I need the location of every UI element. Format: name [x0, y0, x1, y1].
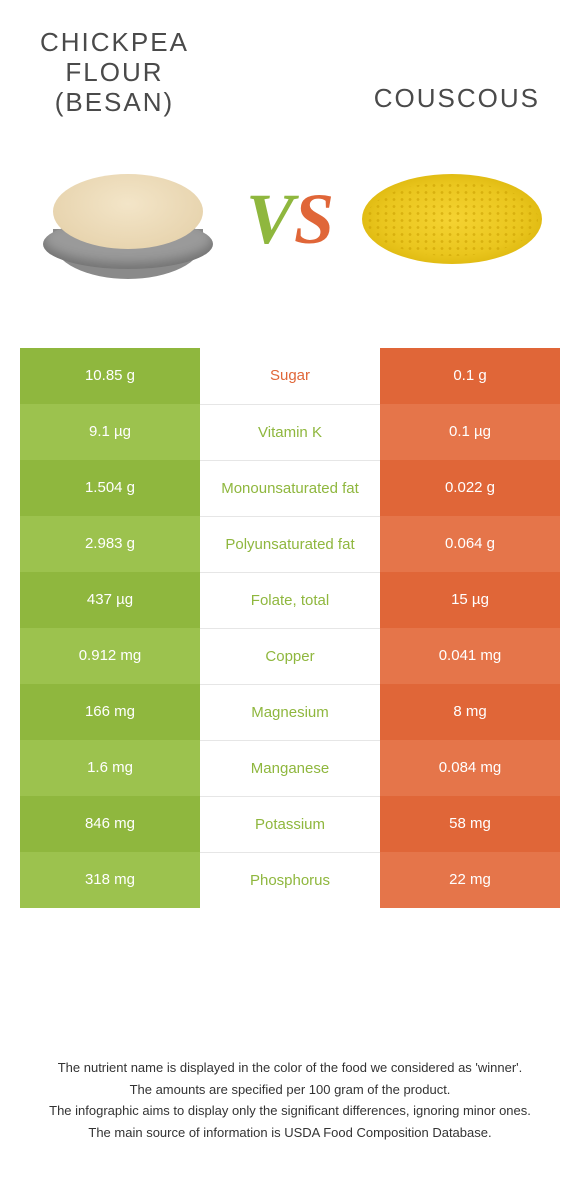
right-value: 22 mg: [380, 852, 560, 908]
nutrient-label: Manganese: [200, 740, 380, 796]
right-value: 0.1 µg: [380, 404, 560, 460]
table-row: 9.1 µgVitamin K0.1 µg: [20, 404, 560, 460]
table-row: 10.85 gSugar0.1 g: [20, 348, 560, 404]
vs-label: VS: [246, 183, 334, 255]
nutrient-table: 10.85 gSugar0.1 g9.1 µgVitamin K0.1 µg1.…: [20, 348, 560, 908]
right-value: 0.022 g: [380, 460, 560, 516]
table-row: 1.6 mgManganese0.084 mg: [20, 740, 560, 796]
table-row: 1.504 gMonounsaturated fat0.022 g: [20, 460, 560, 516]
right-value: 0.084 mg: [380, 740, 560, 796]
left-food-title: CHICKPEA FLOUR (BESAN): [40, 28, 189, 118]
couscous-image: [355, 139, 550, 299]
footer-line: The amounts are specified per 100 gram o…: [32, 1080, 548, 1100]
right-value: 0.041 mg: [380, 628, 560, 684]
nutrient-label: Phosphorus: [200, 852, 380, 908]
nutrient-label: Folate, total: [200, 572, 380, 628]
table-row: 166 mgMagnesium8 mg: [20, 684, 560, 740]
left-value: 846 mg: [20, 796, 200, 852]
chickpea-flour-image: [30, 139, 225, 299]
left-value: 437 µg: [20, 572, 200, 628]
image-row: VS: [0, 118, 580, 308]
nutrient-label: Monounsaturated fat: [200, 460, 380, 516]
right-value: 0.064 g: [380, 516, 560, 572]
table-row: 2.983 gPolyunsaturated fat0.064 g: [20, 516, 560, 572]
nutrient-label: Magnesium: [200, 684, 380, 740]
nutrient-label: Polyunsaturated fat: [200, 516, 380, 572]
right-value: 8 mg: [380, 684, 560, 740]
left-value: 1.504 g: [20, 460, 200, 516]
left-value: 2.983 g: [20, 516, 200, 572]
title-line: FLOUR: [40, 58, 189, 88]
nutrient-label: Vitamin K: [200, 404, 380, 460]
nutrient-label: Potassium: [200, 796, 380, 852]
right-value: 0.1 g: [380, 348, 560, 404]
title-line: CHICKPEA: [40, 28, 189, 58]
footer-notes: The nutrient name is displayed in the co…: [0, 1058, 580, 1144]
table-row: 318 mgPhosphorus22 mg: [20, 852, 560, 908]
left-value: 166 mg: [20, 684, 200, 740]
left-value: 0.912 mg: [20, 628, 200, 684]
nutrient-label: Sugar: [200, 348, 380, 404]
right-value: 15 µg: [380, 572, 560, 628]
header: CHICKPEA FLOUR (BESAN) COUSCOUS: [0, 0, 580, 118]
vs-v: V: [246, 179, 294, 259]
nutrient-label: Copper: [200, 628, 380, 684]
table-row: 437 µgFolate, total15 µg: [20, 572, 560, 628]
footer-line: The main source of information is USDA F…: [32, 1123, 548, 1143]
left-value: 10.85 g: [20, 348, 200, 404]
vs-s: S: [294, 179, 334, 259]
left-value: 318 mg: [20, 852, 200, 908]
right-value: 58 mg: [380, 796, 560, 852]
left-value: 1.6 mg: [20, 740, 200, 796]
footer-line: The nutrient name is displayed in the co…: [32, 1058, 548, 1078]
footer-line: The infographic aims to display only the…: [32, 1101, 548, 1121]
left-value: 9.1 µg: [20, 404, 200, 460]
title-line: (BESAN): [40, 88, 189, 118]
table-row: 846 mgPotassium58 mg: [20, 796, 560, 852]
table-row: 0.912 mgCopper0.041 mg: [20, 628, 560, 684]
right-food-title: COUSCOUS: [374, 84, 540, 114]
